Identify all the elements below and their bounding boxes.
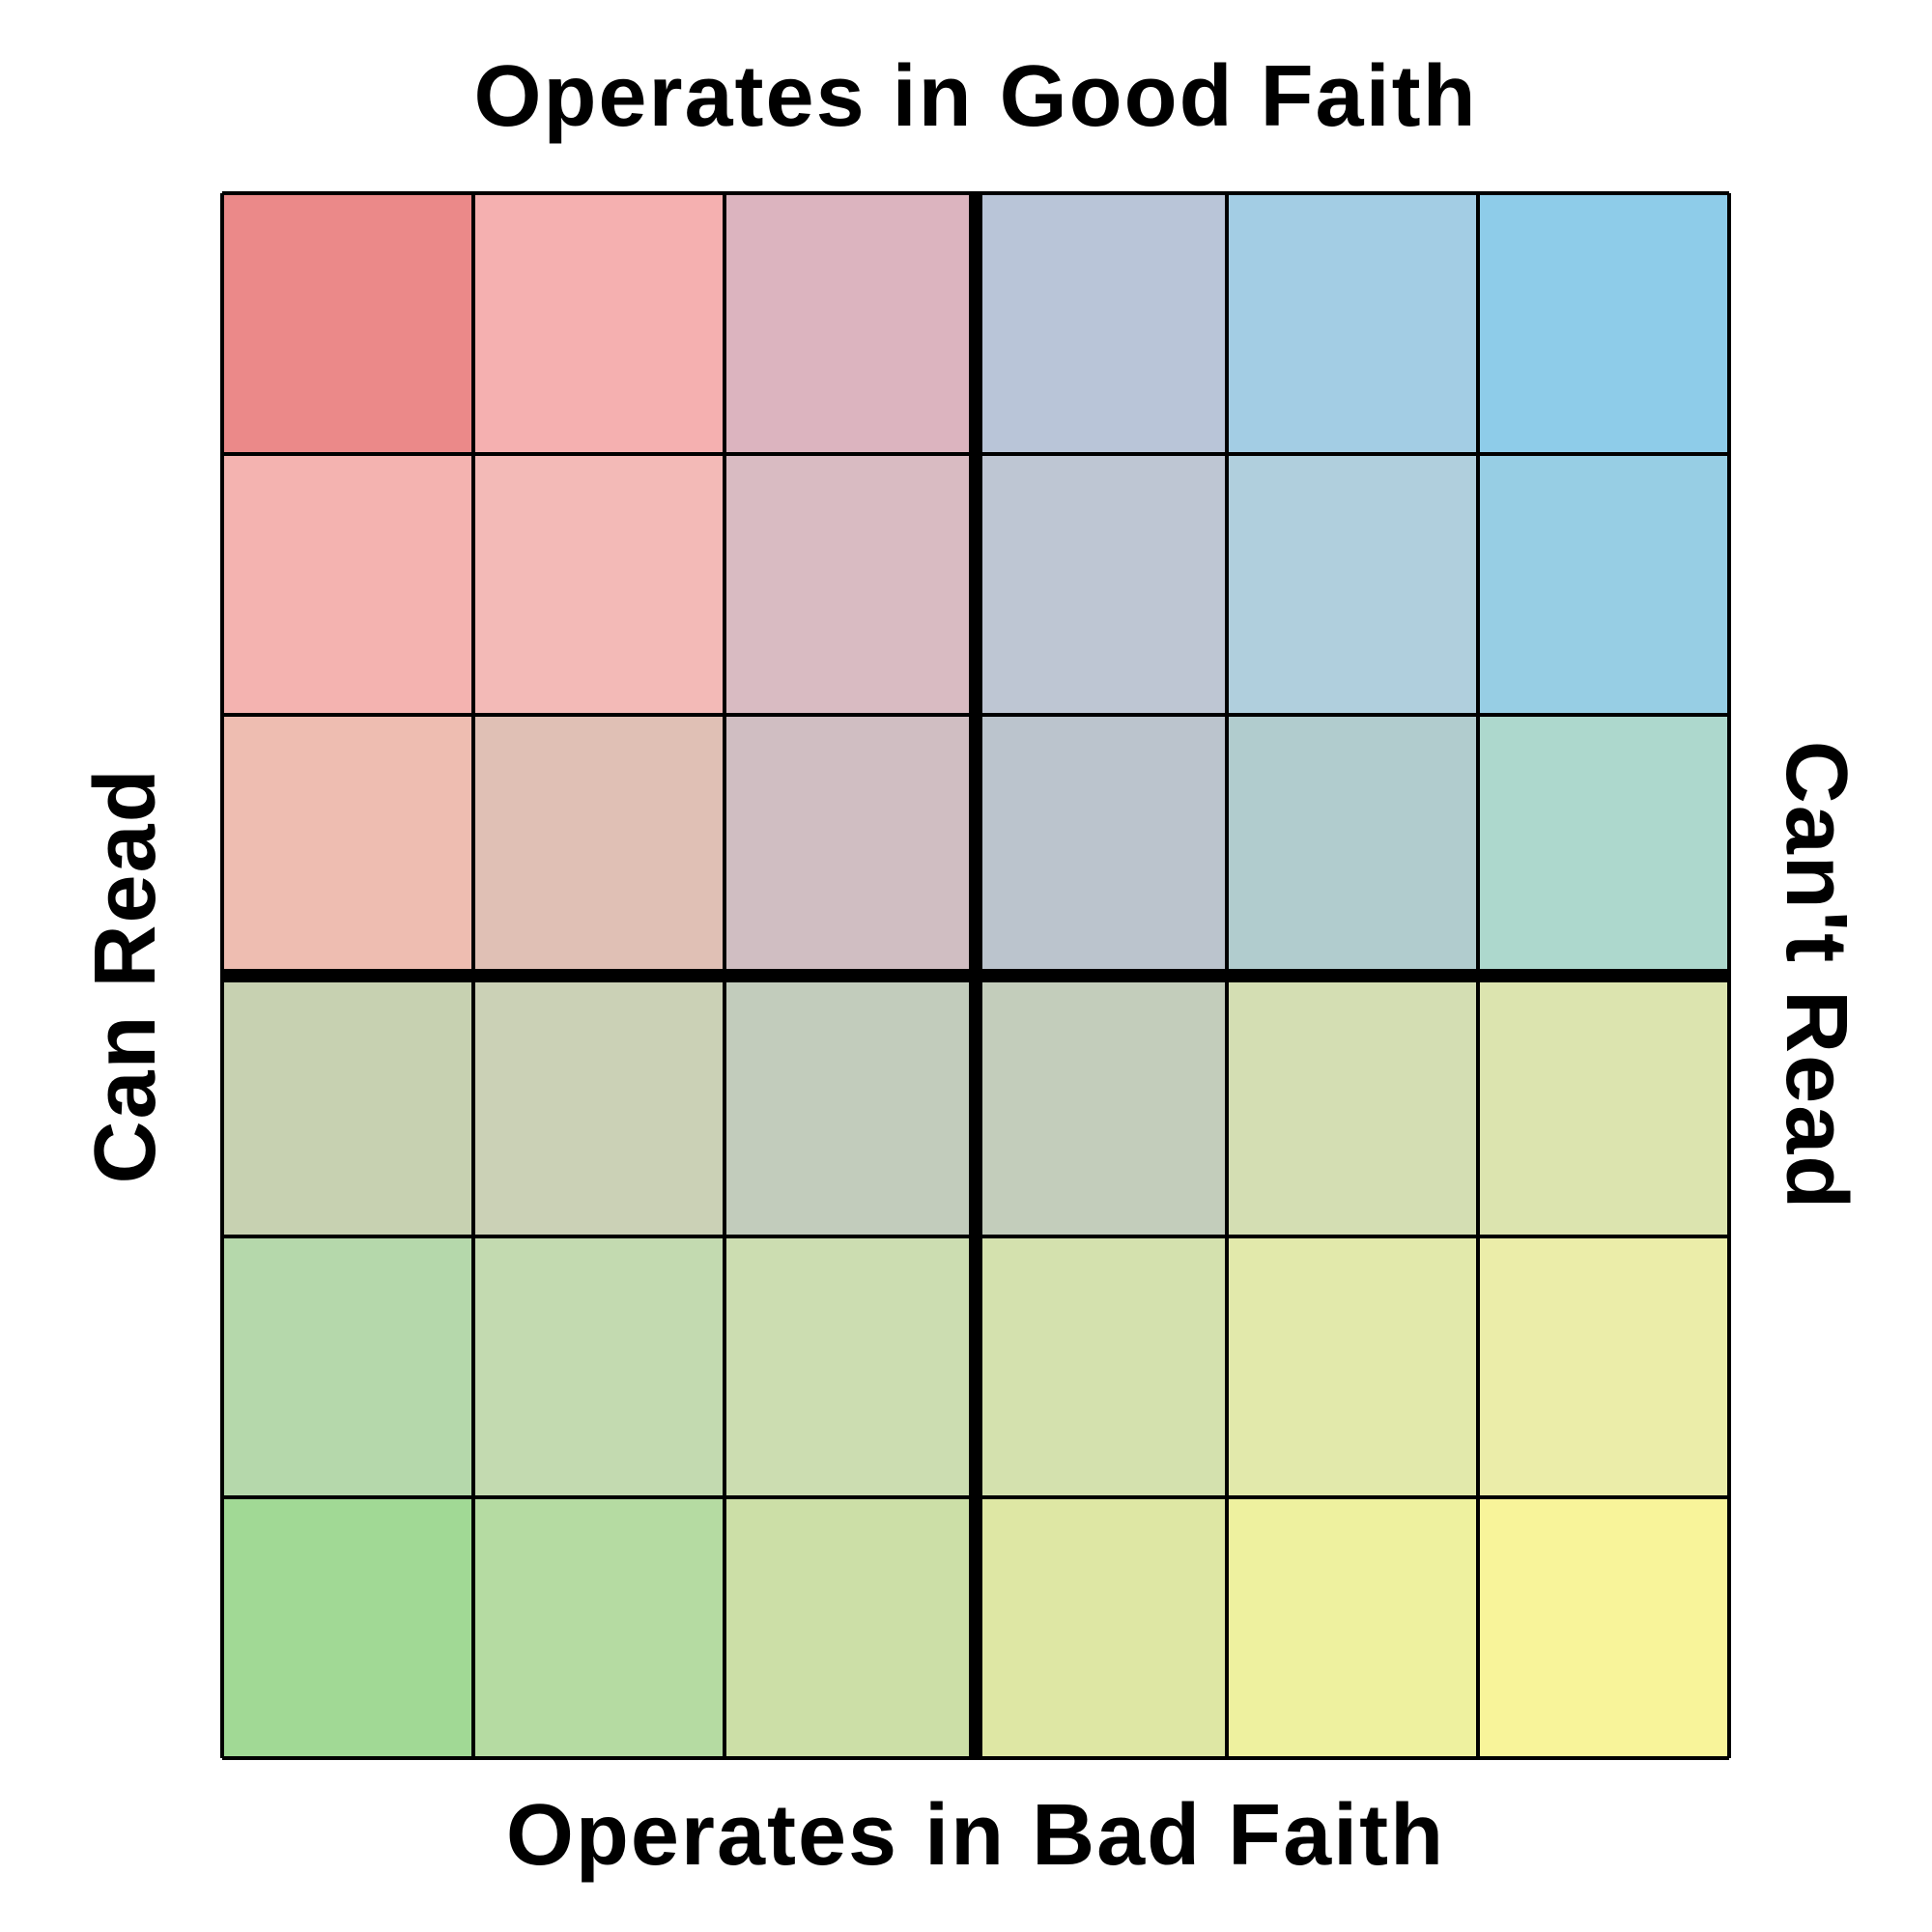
grid-cell — [222, 193, 473, 454]
grid-cell — [473, 454, 724, 715]
grid-cell — [1478, 1236, 1729, 1497]
grid-cell — [976, 1236, 1227, 1497]
grid-cell — [976, 1497, 1227, 1758]
grid-cell — [976, 715, 1227, 976]
grid-cell — [1478, 1497, 1729, 1758]
grid-cell — [222, 715, 473, 976]
grid-cell — [724, 976, 976, 1236]
grid-cell — [1227, 715, 1478, 976]
grid-cell — [222, 976, 473, 1236]
grid-cell — [1478, 193, 1729, 454]
grid-cell — [1227, 976, 1478, 1236]
grid-cell — [1227, 193, 1478, 454]
grid-cell — [724, 1236, 976, 1497]
grid-cell — [1478, 715, 1729, 976]
axis-label-left: Can Read — [82, 767, 169, 1183]
compass-diagram: Operates in Good Faith Operates in Bad F… — [0, 0, 1932, 1932]
grid-cell — [724, 454, 976, 715]
grid-cell — [724, 1497, 976, 1758]
grid-cell — [473, 976, 724, 1236]
grid-cell — [724, 715, 976, 976]
center-axis-horizontal — [222, 969, 1729, 982]
axis-label-right: Can't Read — [1773, 741, 1860, 1210]
grid-cell — [473, 1497, 724, 1758]
axis-label-top: Operates in Good Faith — [473, 53, 1477, 140]
grid-cell — [1227, 1236, 1478, 1497]
grid-cell — [222, 454, 473, 715]
grid-cell — [222, 1236, 473, 1497]
grid-cell — [976, 454, 1227, 715]
grid-cell — [222, 1497, 473, 1758]
grid-cell — [473, 193, 724, 454]
grid-cell — [1227, 454, 1478, 715]
grid-cell — [976, 976, 1227, 1236]
axis-label-bottom: Operates in Bad Faith — [506, 1792, 1445, 1879]
grid-cell — [1227, 1497, 1478, 1758]
grid-cell — [1478, 454, 1729, 715]
grid-cell — [724, 193, 976, 454]
grid-cell — [1478, 976, 1729, 1236]
grid-cell — [473, 1236, 724, 1497]
grid-cell — [473, 715, 724, 976]
grid-cell — [976, 193, 1227, 454]
